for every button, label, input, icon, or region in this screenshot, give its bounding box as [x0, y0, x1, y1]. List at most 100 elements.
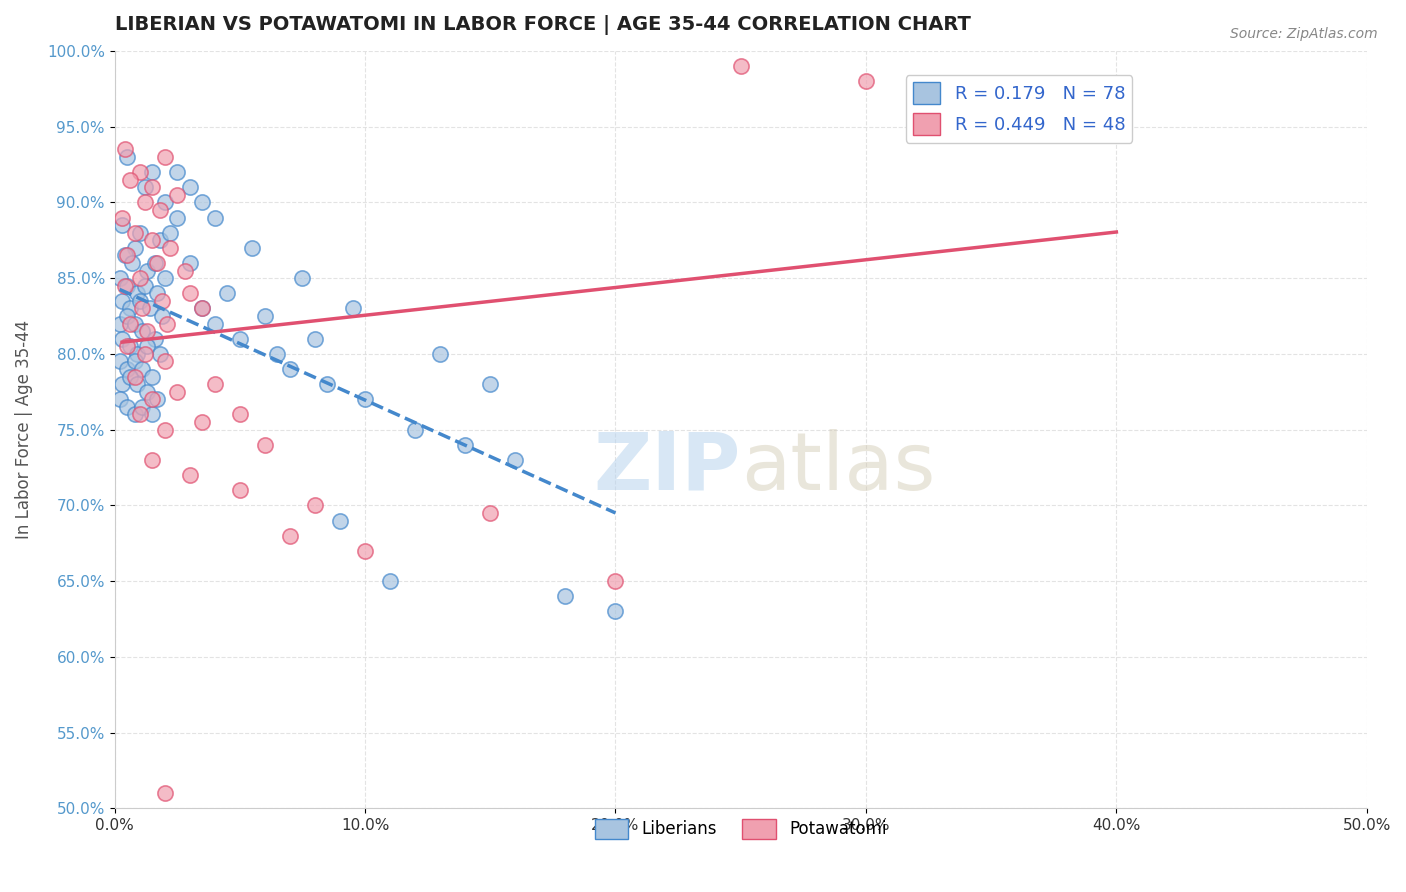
Point: [1105, 89, 1128, 103]
Point: [354, 392, 377, 407]
Point: [136, 324, 159, 338]
Point: [204, 377, 226, 392]
Point: [115, 150, 138, 164]
Point: [179, 180, 201, 194]
Point: [136, 339, 159, 353]
Point: [166, 165, 188, 179]
Point: [136, 263, 159, 277]
Point: [159, 226, 181, 240]
Point: [114, 278, 136, 293]
Point: [141, 392, 163, 407]
Point: [143, 256, 166, 270]
Point: [108, 354, 131, 368]
Point: [118, 369, 141, 384]
Point: [118, 301, 141, 316]
Point: [149, 233, 172, 247]
Point: [278, 362, 301, 376]
Point: [153, 354, 176, 368]
Point: [150, 293, 173, 308]
Point: [108, 392, 131, 407]
Point: [229, 332, 252, 346]
Point: [179, 256, 201, 270]
Point: [204, 317, 226, 331]
Point: [134, 347, 156, 361]
Point: [124, 241, 146, 255]
Point: [173, 263, 195, 277]
Point: [605, 604, 627, 618]
Point: [131, 301, 153, 316]
Point: [134, 180, 156, 194]
Point: [153, 195, 176, 210]
Point: [291, 271, 314, 285]
Point: [141, 408, 163, 422]
Point: [136, 384, 159, 399]
Point: [191, 415, 214, 429]
Point: [127, 347, 149, 361]
Point: [115, 278, 138, 293]
Point: [304, 499, 326, 513]
Point: [354, 544, 377, 558]
Point: [138, 301, 160, 316]
Point: [118, 172, 141, 186]
Point: [505, 453, 527, 467]
Point: [115, 309, 138, 323]
Point: [153, 271, 176, 285]
Point: [128, 408, 150, 422]
Point: [316, 377, 339, 392]
Point: [153, 786, 176, 800]
Point: [111, 332, 134, 346]
Point: [146, 286, 169, 301]
Point: [134, 278, 156, 293]
Point: [278, 529, 301, 543]
Point: [114, 142, 136, 156]
Point: [124, 354, 146, 368]
Point: [115, 339, 138, 353]
Point: [479, 377, 502, 392]
Point: [115, 400, 138, 414]
Point: [253, 438, 276, 452]
Point: [127, 286, 149, 301]
Point: [146, 392, 169, 407]
Point: [131, 324, 153, 338]
Point: [229, 483, 252, 498]
Point: [141, 233, 163, 247]
Point: [141, 453, 163, 467]
Point: [404, 423, 426, 437]
Point: [124, 226, 146, 240]
Text: LIBERIAN VS POTAWATOMI IN LABOR FORCE | AGE 35-44 CORRELATION CHART: LIBERIAN VS POTAWATOMI IN LABOR FORCE | …: [115, 15, 970, 35]
Point: [111, 377, 134, 392]
Point: [855, 74, 877, 88]
Y-axis label: In Labor Force | Age 35-44: In Labor Force | Age 35-44: [15, 320, 32, 539]
Point: [253, 309, 276, 323]
Point: [730, 59, 752, 73]
Point: [266, 347, 288, 361]
Legend: Liberians, Potawatomi: Liberians, Potawatomi: [588, 812, 893, 846]
Point: [166, 187, 188, 202]
Point: [153, 150, 176, 164]
Point: [240, 241, 263, 255]
Point: [479, 506, 502, 520]
Point: [204, 211, 226, 225]
Point: [108, 271, 131, 285]
Point: [429, 347, 451, 361]
Point: [128, 226, 150, 240]
Point: [143, 332, 166, 346]
Point: [166, 211, 188, 225]
Point: [150, 309, 173, 323]
Point: [124, 369, 146, 384]
Point: [111, 218, 134, 232]
Point: [554, 590, 576, 604]
Point: [146, 256, 169, 270]
Point: [108, 317, 131, 331]
Point: [128, 293, 150, 308]
Point: [304, 332, 326, 346]
Point: [191, 301, 214, 316]
Text: Source: ZipAtlas.com: Source: ZipAtlas.com: [1230, 27, 1378, 41]
Point: [141, 369, 163, 384]
Point: [149, 347, 172, 361]
Point: [605, 574, 627, 589]
Point: [131, 362, 153, 376]
Point: [454, 438, 477, 452]
Point: [128, 165, 150, 179]
Point: [118, 317, 141, 331]
